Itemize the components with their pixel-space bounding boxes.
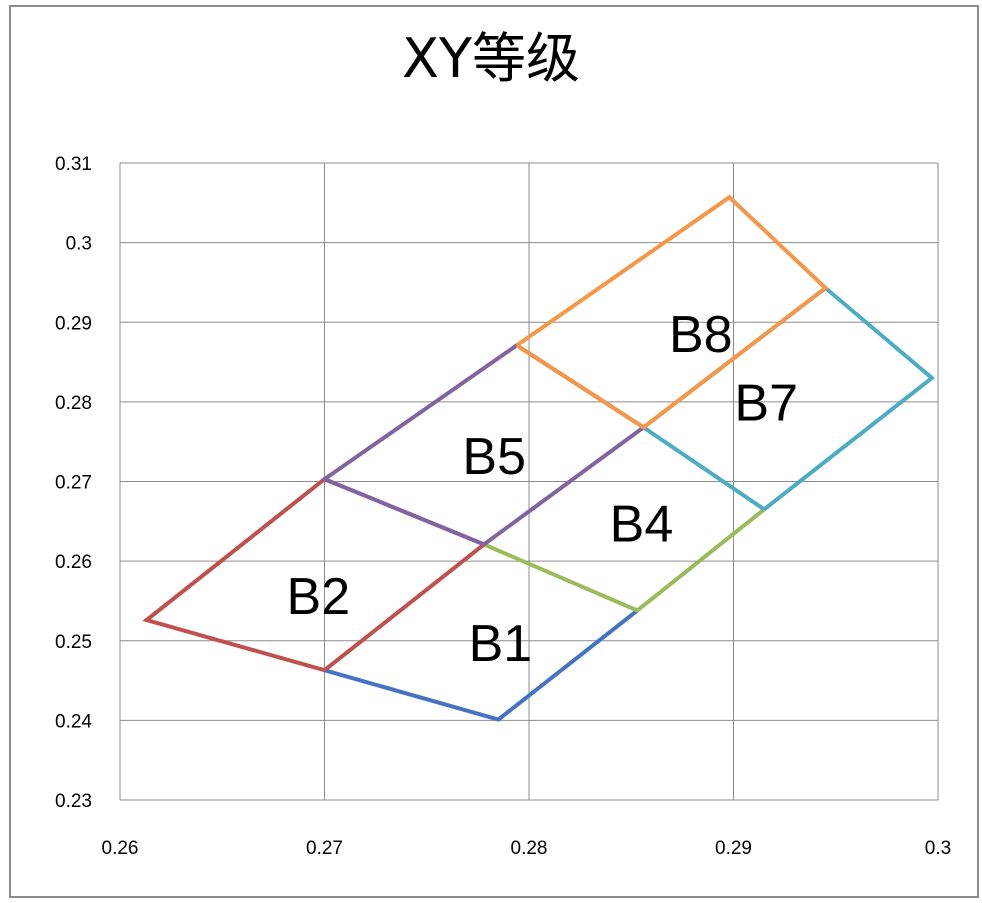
- y-tick-label: 0.26: [55, 552, 92, 573]
- region-label-b5: B5: [462, 428, 526, 486]
- x-tick-label: 0.28: [511, 838, 548, 859]
- y-tick-label: 0.27: [55, 473, 92, 494]
- region-label-b4: B4: [610, 496, 674, 554]
- y-tick-label: 0.31: [55, 154, 92, 175]
- region-label-b7: B7: [734, 375, 798, 433]
- x-tick-label: 0.29: [715, 838, 752, 859]
- chart-frame: [9, 5, 979, 898]
- x-tick-label: 0.26: [102, 838, 139, 859]
- region-label-b2: B2: [287, 568, 351, 626]
- region-label-b8: B8: [669, 306, 733, 364]
- region-label-b1: B1: [469, 615, 533, 673]
- y-tick-label: 0.24: [55, 711, 92, 732]
- y-tick-label: 0.3: [66, 234, 92, 255]
- y-tick-label: 0.25: [55, 632, 92, 653]
- y-tick-label: 0.29: [55, 313, 92, 334]
- y-tick-label: 0.23: [55, 791, 92, 812]
- x-tick-label: 0.27: [306, 838, 343, 859]
- chart-title: XY等级: [402, 27, 580, 90]
- x-tick-label: 0.3: [925, 838, 951, 859]
- series-line: [515, 194, 829, 430]
- y-tick-label: 0.28: [55, 393, 92, 414]
- series-line: [483, 507, 766, 613]
- series-line: [323, 608, 639, 722]
